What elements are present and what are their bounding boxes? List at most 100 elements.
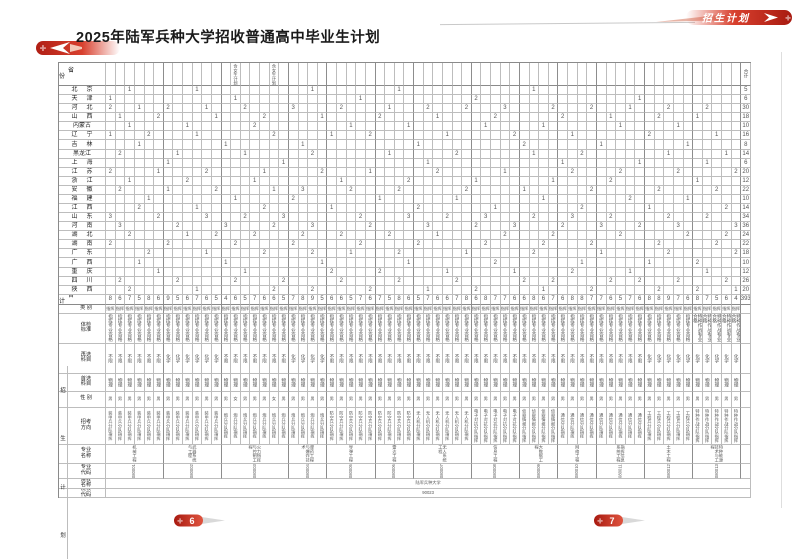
plan-cell: 3 xyxy=(404,213,414,223)
total-row-cell: 5 xyxy=(173,294,183,305)
plan-cell xyxy=(260,176,270,186)
header-cell xyxy=(722,63,732,86)
plan-cell xyxy=(683,113,694,123)
total-row-cell: 7 xyxy=(192,294,203,305)
plan-cell xyxy=(414,104,424,114)
plan-cell xyxy=(693,140,703,150)
direction-cell: 防空兵分队指挥 xyxy=(356,407,366,445)
plan-cell: 2 xyxy=(693,285,703,295)
plan-cell xyxy=(327,249,337,259)
plan-cell xyxy=(211,194,222,205)
physical-standard-cell: 指挥专业合格 xyxy=(202,313,212,344)
category-cell: 指挥 xyxy=(452,304,463,314)
plan-cell: 1 xyxy=(240,267,251,277)
plan-cell xyxy=(683,249,694,259)
header-cell xyxy=(635,63,645,86)
header-cell xyxy=(221,63,232,86)
plan-cell xyxy=(452,267,463,277)
category-cell: 指挥 xyxy=(308,304,318,314)
plan-cell: 2 xyxy=(134,204,145,214)
plan-cell xyxy=(731,131,742,141)
header-cell xyxy=(625,63,636,86)
plan-cell: 1 xyxy=(568,131,578,141)
plan-cell: 1 xyxy=(173,149,183,159)
plan-cell: 1 xyxy=(192,86,203,96)
plan-cell xyxy=(616,131,626,141)
plan-cell: 2 xyxy=(211,231,222,241)
plan-cell xyxy=(606,194,617,205)
plan-cell xyxy=(673,285,684,295)
plan-cell xyxy=(414,167,424,177)
plan-cell xyxy=(423,240,434,250)
major-code-cell: 080003 xyxy=(221,463,289,479)
plan-cell xyxy=(471,267,482,277)
plan-cell xyxy=(471,113,482,123)
plan-cell xyxy=(529,95,540,105)
direction-cell: 炮兵分队指挥 xyxy=(317,407,328,445)
plan-cell xyxy=(144,222,155,232)
plan-cell xyxy=(356,140,366,150)
plan-cell: 2 xyxy=(106,167,116,177)
school-name-cell: 陆军兵种大学 xyxy=(106,478,752,489)
category-cell: 指挥 xyxy=(519,304,530,314)
plan-cell xyxy=(115,194,126,205)
plan-cell: 1 xyxy=(385,149,395,159)
plan-cell: 1 xyxy=(356,95,366,105)
plan-cell xyxy=(587,113,597,123)
plan-cell xyxy=(173,140,183,150)
plan-cell xyxy=(471,194,482,205)
plan-cell xyxy=(250,249,260,259)
plan-cell xyxy=(673,140,684,150)
plan-cell xyxy=(394,194,405,205)
header-cell xyxy=(568,63,578,86)
plan-cell xyxy=(134,194,145,205)
plan-cell xyxy=(414,149,424,159)
plan-cell xyxy=(317,158,328,168)
plan-cell xyxy=(327,276,337,286)
plan-cell xyxy=(500,213,511,223)
plan-cell xyxy=(327,122,337,132)
total-col-empty-cell xyxy=(741,373,752,392)
gender-cell: 男 xyxy=(192,391,203,408)
plan-cell: 1 xyxy=(683,140,694,150)
total-row-cell: 7 xyxy=(491,294,501,305)
total-col-empty-cell xyxy=(741,407,752,445)
physical-standard-cell: 指挥专业合格 xyxy=(481,313,491,344)
plan-cell xyxy=(125,276,135,286)
plan-cell xyxy=(385,176,395,186)
plan-cell xyxy=(683,131,694,141)
plan-cell xyxy=(654,258,665,268)
plan-cell: 2 xyxy=(519,140,530,150)
category-cell: 指挥 xyxy=(154,304,164,314)
plan-cell xyxy=(269,240,280,250)
plan-cell xyxy=(308,231,318,241)
plan-cell xyxy=(452,258,463,268)
plan-cell xyxy=(481,258,491,268)
plan-cell xyxy=(616,95,626,105)
plan-cell xyxy=(346,95,357,105)
plan-cell xyxy=(202,267,212,277)
plan-cell: 3 xyxy=(202,213,212,223)
plan-cell xyxy=(404,194,414,205)
plan-cell xyxy=(500,258,511,268)
plan-cell xyxy=(442,194,453,205)
direction-cell: 炮兵分队指挥 xyxy=(221,407,232,445)
subject2-cell: 化学 xyxy=(308,343,318,374)
header-cell xyxy=(539,63,549,86)
plan-cell xyxy=(346,140,357,150)
plan-cell: 1 xyxy=(163,185,174,195)
plan-cell xyxy=(221,231,232,241)
plan-cell xyxy=(115,167,126,177)
plan-cell xyxy=(433,140,443,150)
plan-cell: 2 xyxy=(587,285,597,295)
plan-cell xyxy=(423,176,434,186)
plan-cell xyxy=(317,231,328,241)
plan-cell xyxy=(202,122,212,132)
header-cell xyxy=(433,63,443,86)
plan-cell: 1 xyxy=(163,158,174,168)
plan-cell xyxy=(616,86,626,96)
plan-cell xyxy=(587,267,597,277)
plan-cell xyxy=(279,204,289,214)
header-cell xyxy=(500,63,511,86)
category-cell: 指挥 xyxy=(356,304,366,314)
